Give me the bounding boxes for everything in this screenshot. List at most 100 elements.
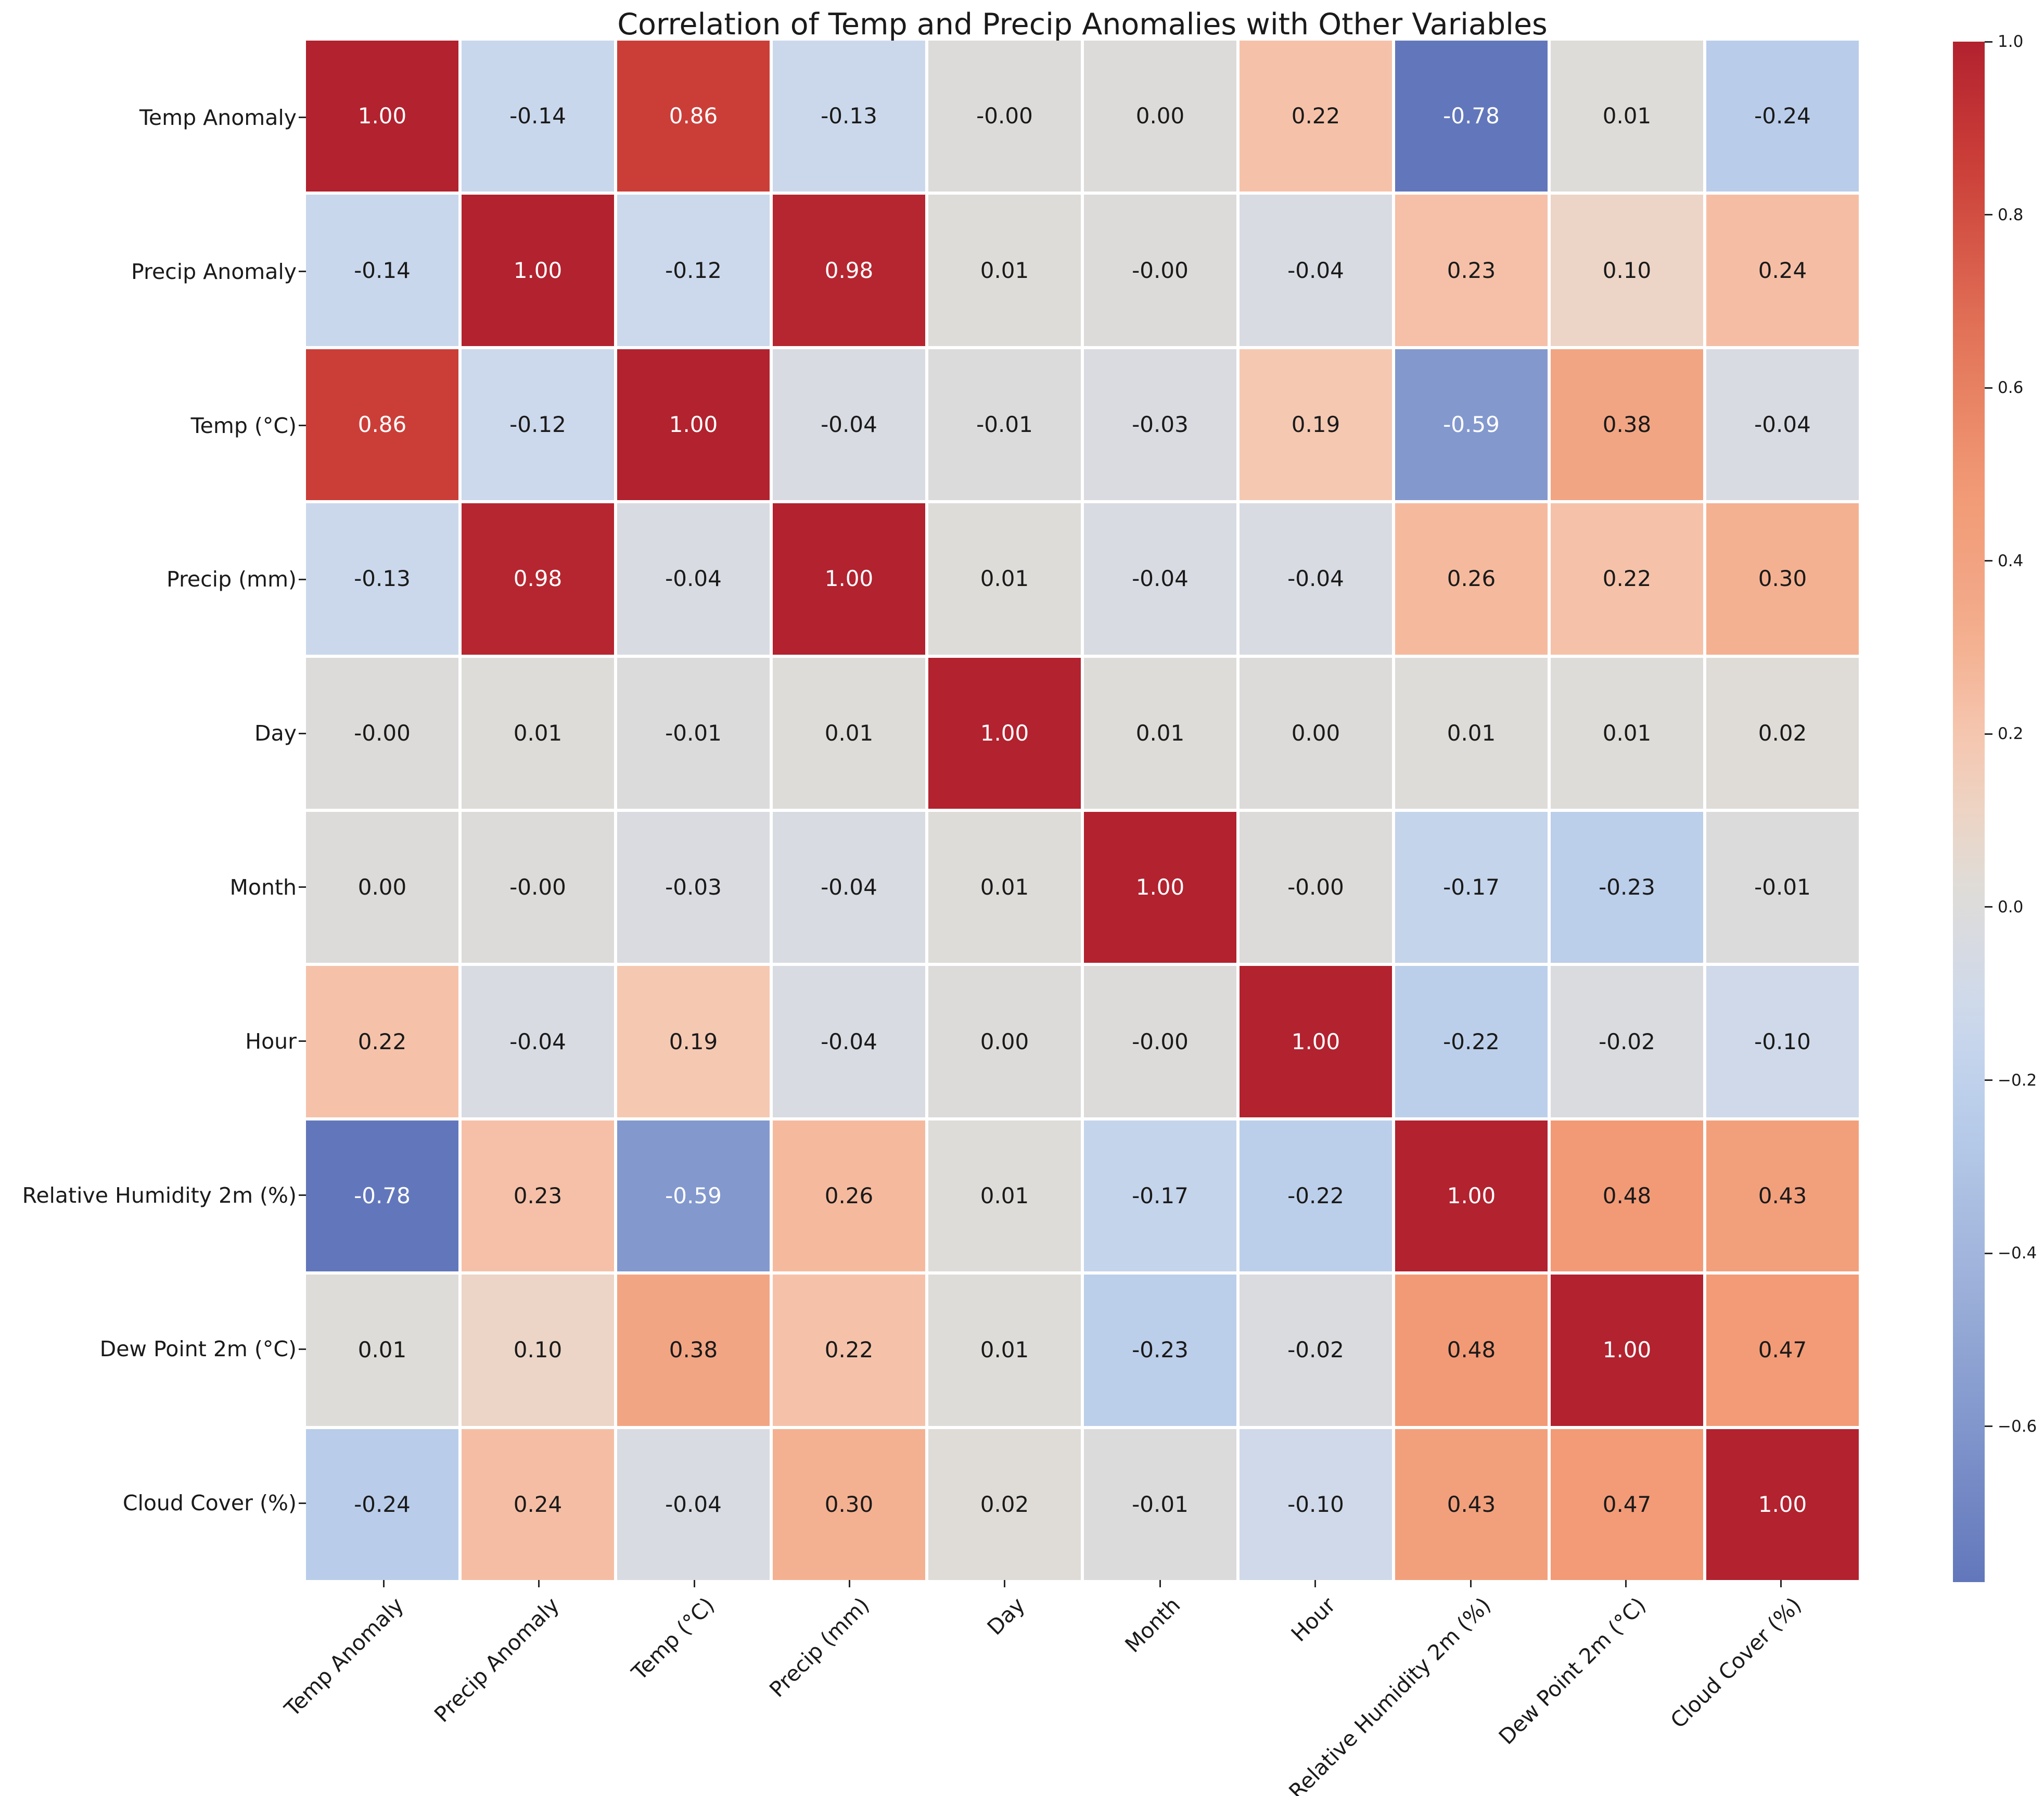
heatmap-cell: 0.02	[1706, 657, 1859, 809]
heatmap-cell: -0.24	[1706, 41, 1859, 192]
colorbar-tick-label: −0.4	[1998, 1244, 2037, 1263]
colorbar-tick-label: 1.0	[1998, 32, 2024, 51]
heatmap-cell: 1.00	[306, 41, 458, 192]
heatmap-cell: 0.98	[773, 195, 925, 346]
heatmap-cell: 0.26	[773, 1120, 925, 1272]
colorbar-tick	[1985, 41, 1992, 43]
heatmap-cell: 0.38	[1551, 349, 1703, 501]
x-axis-tick	[1470, 1580, 1472, 1587]
heatmap-cell: -0.13	[773, 41, 925, 192]
heatmap-cell: 0.01	[1551, 41, 1703, 192]
x-axis-tick	[1780, 1580, 1782, 1587]
heatmap-cell: -0.03	[1084, 349, 1236, 501]
heatmap-cell: 0.24	[1706, 195, 1859, 346]
colorbar-tick	[1985, 560, 1992, 562]
heatmap-cell: -0.78	[306, 1120, 458, 1272]
y-axis-label: Precip Anomaly	[131, 259, 297, 284]
heatmap-cell: -0.14	[306, 195, 458, 346]
heatmap-cell: 0.47	[1551, 1429, 1703, 1580]
x-axis-tick	[382, 1580, 385, 1587]
x-axis-label: Dew Point 2m (°C)	[1493, 1593, 1651, 1750]
heatmap-cell: -0.59	[1395, 349, 1548, 501]
x-axis-tick	[1625, 1580, 1627, 1587]
heatmap-cell: 1.00	[928, 657, 1081, 809]
heatmap-cell: 0.00	[306, 811, 458, 963]
heatmap-cell: 0.38	[617, 1275, 770, 1426]
heatmap-cell: 0.01	[928, 1120, 1081, 1272]
x-axis-label: Temp Anomaly	[279, 1593, 409, 1722]
heatmap-cell: -0.02	[1240, 1275, 1392, 1426]
y-axis-label: Temp Anomaly	[139, 105, 297, 130]
y-axis-label: Hour	[245, 1028, 297, 1054]
heatmap-cell: 0.01	[462, 657, 614, 809]
heatmap-cell: 1.00	[1084, 811, 1236, 963]
colorbar-tick	[1985, 906, 1992, 908]
y-axis-label: Dew Point 2m (°C)	[99, 1336, 297, 1362]
y-axis-tick	[299, 1040, 306, 1042]
heatmap-cell: -0.10	[1240, 1429, 1392, 1580]
y-axis-label: Cloud Cover (%)	[122, 1491, 297, 1516]
x-axis-tick	[538, 1580, 540, 1587]
heatmap-cell: -0.04	[1706, 349, 1859, 501]
heatmap-cell: 0.48	[1551, 1120, 1703, 1272]
heatmap-cell: -0.24	[306, 1429, 458, 1580]
heatmap-cell: -0.04	[462, 966, 614, 1117]
heatmap-cell: 0.86	[306, 349, 458, 501]
heatmap-cell: 0.24	[462, 1429, 614, 1580]
colorbar	[1953, 42, 1985, 1582]
x-axis-label: Temp (°C)	[627, 1593, 719, 1685]
heatmap-cell: -0.02	[1551, 966, 1703, 1117]
heatmap-cell: 0.22	[1551, 503, 1703, 655]
heatmap-cell: 0.22	[773, 1275, 925, 1426]
heatmap-cell: -0.13	[306, 503, 458, 655]
heatmap-cell: 0.22	[306, 966, 458, 1117]
x-axis-label: Precip Anomaly	[429, 1593, 564, 1727]
heatmap-cell: 0.01	[928, 503, 1081, 655]
heatmap-cell: -0.01	[1706, 811, 1859, 963]
heatmap-cell: 0.01	[928, 1275, 1081, 1426]
heatmap-cell: -0.03	[617, 811, 770, 963]
y-axis-tick	[299, 1348, 306, 1350]
heatmap-cell: 0.10	[462, 1275, 614, 1426]
y-axis-tick	[299, 732, 306, 734]
heatmap-cell: -0.00	[928, 41, 1081, 192]
heatmap-cell: -0.22	[1395, 966, 1548, 1117]
x-axis-label: Precip (mm)	[764, 1593, 875, 1702]
heatmap-cell: -0.23	[1084, 1275, 1236, 1426]
heatmap-cell: -0.04	[1240, 503, 1392, 655]
heatmap-cell: 0.02	[928, 1429, 1081, 1580]
colorbar-tick	[1985, 1252, 1992, 1254]
x-axis-tick	[1004, 1580, 1006, 1587]
heatmap-cell: -0.00	[1084, 195, 1236, 346]
colorbar-tick	[1985, 1079, 1992, 1081]
colorbar-tick	[1985, 387, 1992, 389]
heatmap-cell: 1.00	[617, 349, 770, 501]
colorbar-tick	[1985, 733, 1992, 735]
y-axis-tick	[299, 578, 306, 580]
heatmap-cell: 0.48	[1395, 1275, 1548, 1426]
chart-title: Correlation of Temp and Precip Anomalies…	[617, 7, 1548, 42]
heatmap-cell: 0.43	[1395, 1429, 1548, 1580]
heatmap-cell: -0.12	[462, 349, 614, 501]
heatmap-cell: 0.00	[928, 966, 1081, 1117]
heatmap-cell: -0.04	[773, 811, 925, 963]
x-axis-label: Day	[982, 1593, 1030, 1640]
heatmap-cell: 1.00	[773, 503, 925, 655]
heatmap-cell: 0.30	[1706, 503, 1859, 655]
heatmap-cell: 0.98	[462, 503, 614, 655]
heatmap-cell: -0.04	[773, 966, 925, 1117]
y-axis-tick	[299, 1502, 306, 1504]
heatmap-cell: 0.01	[1551, 657, 1703, 809]
heatmap-cell: -0.59	[617, 1120, 770, 1272]
heatmap-cell: -0.04	[617, 503, 770, 655]
colorbar-tick-label: 0.4	[1998, 551, 2024, 570]
heatmap-cell: -0.04	[773, 349, 925, 501]
heatmap-cell: 1.00	[1706, 1429, 1859, 1580]
heatmap-cell: 0.19	[617, 966, 770, 1117]
heatmap-cell: -0.00	[1240, 811, 1392, 963]
heatmap-cell: 0.00	[1240, 657, 1392, 809]
colorbar-tick-label: −0.2	[1998, 1071, 2037, 1090]
heatmap-cell: 0.22	[1240, 41, 1392, 192]
colorbar-tick-label: 0.8	[1998, 205, 2024, 224]
heatmap-cell: 0.10	[1551, 195, 1703, 346]
